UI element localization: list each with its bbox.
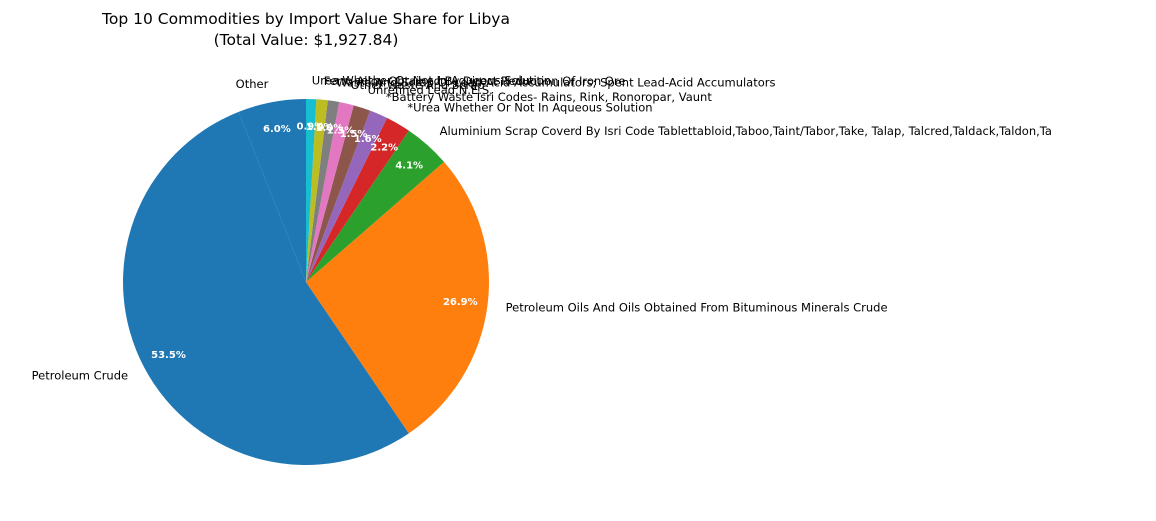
slice-percent-label: 1.3% [327,125,355,136]
slice-label: Other Waste And Scrap [351,78,485,92]
chart-title: Top 10 Commodities by Import Value Share… [101,10,510,28]
slice-percent-label: 26.9% [443,297,478,308]
pie-slice [123,111,409,465]
pie-slice [306,110,388,282]
slice-label: *Urea Whether Or Not In Aqueous Solution [407,101,652,115]
slice-percent-label: 1.0% [306,122,334,133]
pie-slice [306,100,340,282]
pie-slice [306,105,371,282]
slice-percent-label: 0.9% [297,122,325,133]
slice-label: Petroleum Crude [32,369,128,383]
slice-percent-label: 53.5% [151,350,186,361]
chart-subtitle: (Total Value: $1,927.84) [214,31,399,49]
pie-slice [306,98,317,282]
slice-label: Petroleum Oils And Oils Obtained From Bi… [506,300,888,314]
slice-label: *Battery Waste Isri Codes- Rains, Rink, … [386,90,712,104]
slice-label: Urea Whether Or Not In Aqueous Solution [312,73,551,87]
pie-slice [306,130,445,282]
pie-slice [306,161,490,434]
pie-labels: Other 6.0% Petroleum Crude 53.5% Petroleum O… [32,73,1052,382]
pie-slice [306,117,409,282]
slice-percent-label: 2.2% [370,143,398,154]
pie-slice [306,99,328,282]
slice-label: Ferro Alloy Obtained By Direct Reduction… [324,74,626,88]
slice-percent-label: 1.5% [340,129,368,140]
slice-percent-label: 6.0% [263,124,291,135]
slice-label: Waste And Scrap Of Lead-Acid Accumulator… [336,76,775,90]
slice-label: Unrefined Lead,N.E.S. [368,83,493,97]
pie-slice [238,99,306,282]
slice-percent-label: 1.6% [354,134,382,145]
slice-percent-label: 1.0% [316,123,344,134]
slice-percent-label: 4.1% [395,161,423,172]
pie-slices [123,98,490,465]
slice-label: Other [236,77,269,91]
slice-label: Aluminium Scrap Coverd By Isri Code Tabl… [440,124,1052,138]
pie-slice [306,102,354,282]
